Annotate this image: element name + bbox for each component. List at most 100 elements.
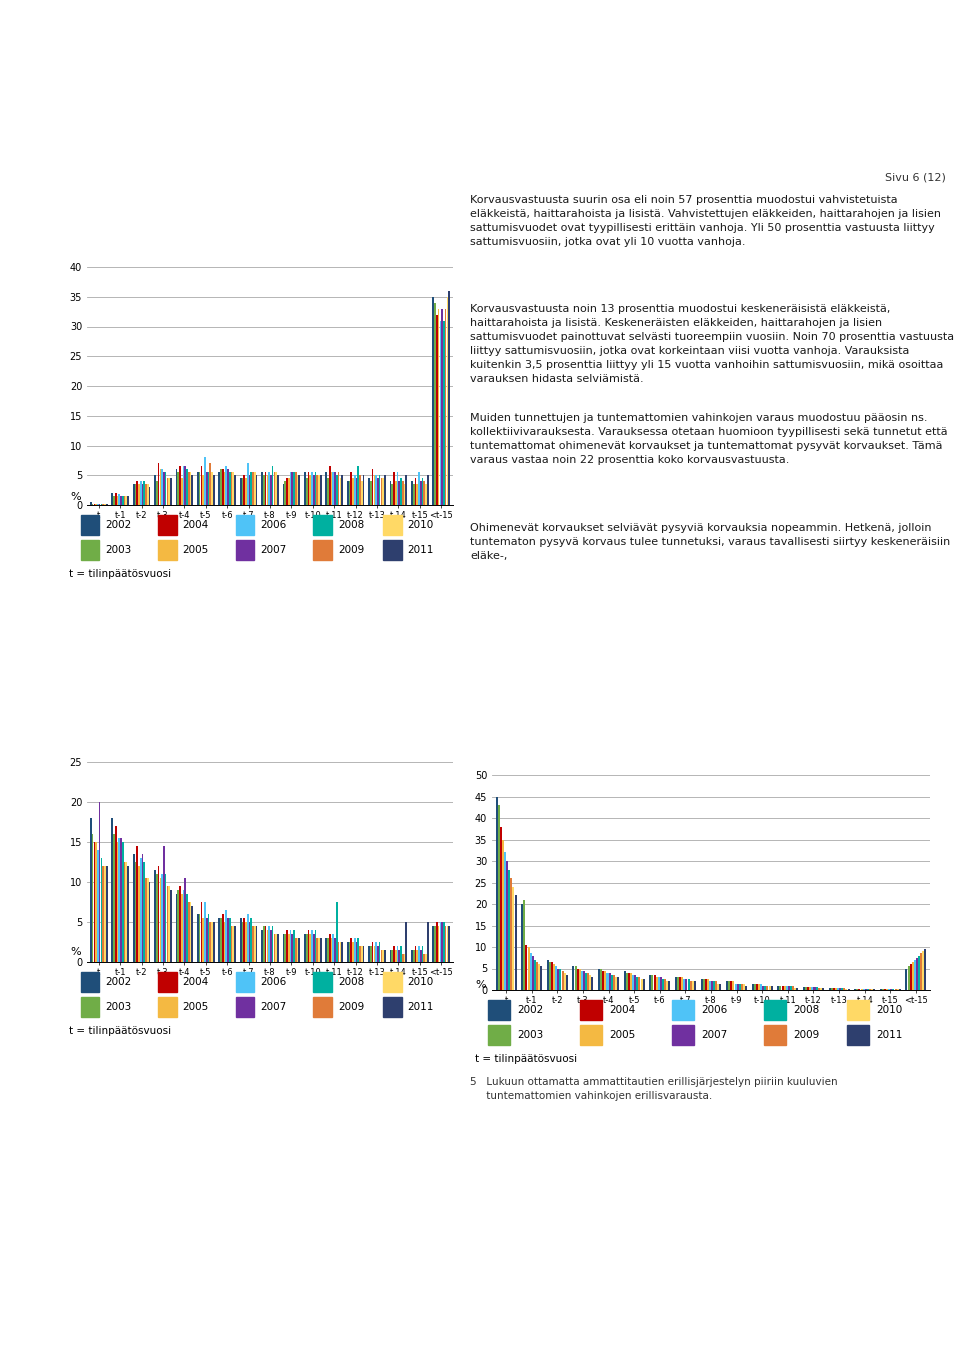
Text: 2010: 2010 bbox=[408, 521, 434, 530]
Bar bbox=[204, 457, 205, 504]
Bar bbox=[340, 941, 341, 962]
Text: kannattavuudesta 2002–2011, tilastot: kannattavuudesta 2002–2011, tilastot bbox=[24, 86, 621, 114]
Bar bbox=[132, 854, 134, 962]
Bar bbox=[263, 475, 265, 504]
Bar bbox=[163, 846, 165, 962]
Text: %: % bbox=[70, 492, 81, 502]
Bar bbox=[396, 472, 398, 504]
Bar bbox=[384, 950, 386, 962]
Bar bbox=[115, 826, 116, 962]
Text: 2007: 2007 bbox=[702, 1030, 728, 1040]
Text: 2005: 2005 bbox=[182, 545, 209, 555]
Bar bbox=[417, 484, 418, 504]
Bar bbox=[331, 937, 332, 962]
Bar bbox=[158, 541, 177, 561]
Bar bbox=[313, 997, 332, 1017]
Bar bbox=[251, 919, 252, 962]
Bar bbox=[390, 482, 392, 504]
Bar bbox=[325, 472, 327, 504]
Bar bbox=[268, 925, 270, 962]
Bar bbox=[682, 976, 684, 990]
Bar bbox=[558, 968, 560, 990]
Bar bbox=[355, 479, 357, 504]
Bar bbox=[229, 919, 230, 962]
Bar bbox=[163, 472, 165, 504]
Text: t = tilinpäätösvuosi: t = tilinpäätösvuosi bbox=[69, 1026, 171, 1036]
Bar bbox=[446, 297, 448, 504]
Bar bbox=[263, 925, 265, 962]
Bar bbox=[142, 484, 143, 504]
Bar bbox=[803, 987, 805, 990]
Bar bbox=[420, 950, 421, 962]
Bar bbox=[311, 472, 313, 504]
Bar bbox=[373, 475, 375, 504]
Bar bbox=[240, 919, 242, 962]
Bar bbox=[220, 469, 222, 504]
Bar bbox=[425, 954, 427, 962]
Text: FINANCIAL SUPERVISORY AUTHORITY: FINANCIAL SUPERVISORY AUTHORITY bbox=[21, 1333, 187, 1341]
Bar bbox=[234, 475, 236, 504]
Bar bbox=[588, 972, 589, 990]
Text: 2002: 2002 bbox=[105, 521, 132, 530]
Bar bbox=[555, 966, 557, 990]
Bar bbox=[383, 541, 402, 561]
Bar bbox=[191, 475, 193, 504]
Bar bbox=[781, 986, 783, 990]
Text: 2009: 2009 bbox=[338, 1002, 364, 1013]
Bar bbox=[317, 937, 318, 962]
Bar bbox=[540, 966, 542, 990]
Bar bbox=[581, 1025, 603, 1045]
Bar bbox=[286, 929, 288, 962]
Bar bbox=[252, 925, 253, 962]
Bar bbox=[579, 968, 581, 990]
Bar bbox=[837, 987, 839, 990]
Bar bbox=[361, 946, 363, 962]
Bar bbox=[134, 862, 136, 962]
Bar bbox=[442, 923, 443, 962]
Bar bbox=[626, 972, 628, 990]
Bar bbox=[907, 966, 909, 990]
Bar bbox=[654, 975, 656, 990]
Bar bbox=[687, 979, 689, 990]
Bar bbox=[352, 941, 354, 962]
Bar bbox=[372, 469, 373, 504]
Bar bbox=[377, 946, 379, 962]
Bar bbox=[572, 966, 574, 990]
Bar bbox=[247, 463, 249, 504]
Bar bbox=[205, 472, 207, 504]
Bar bbox=[318, 937, 320, 962]
Bar bbox=[230, 472, 232, 504]
Bar bbox=[423, 954, 425, 962]
Bar bbox=[128, 866, 129, 962]
Bar bbox=[186, 469, 188, 504]
Bar bbox=[679, 976, 682, 990]
Bar bbox=[642, 979, 644, 990]
Bar bbox=[427, 923, 428, 962]
Bar bbox=[267, 929, 268, 962]
Bar bbox=[448, 925, 450, 962]
Bar bbox=[370, 482, 372, 504]
Bar bbox=[379, 475, 380, 504]
Text: 2010: 2010 bbox=[408, 976, 434, 987]
Bar bbox=[553, 964, 555, 990]
Bar bbox=[311, 929, 313, 962]
Bar bbox=[161, 469, 163, 504]
Bar bbox=[355, 941, 357, 962]
Bar bbox=[270, 475, 272, 504]
Text: 2002: 2002 bbox=[517, 1005, 543, 1015]
Bar bbox=[547, 960, 549, 990]
Bar bbox=[433, 925, 434, 962]
Bar bbox=[398, 482, 400, 504]
Bar bbox=[818, 987, 820, 990]
Text: 2008: 2008 bbox=[793, 1005, 820, 1015]
Bar bbox=[331, 472, 332, 504]
Bar bbox=[161, 874, 163, 962]
Bar bbox=[213, 475, 214, 504]
Bar bbox=[81, 997, 99, 1017]
Bar bbox=[117, 842, 118, 962]
Bar bbox=[395, 950, 396, 962]
Bar bbox=[204, 902, 205, 962]
Text: 2002: 2002 bbox=[105, 976, 132, 987]
Bar bbox=[205, 919, 207, 962]
Bar bbox=[145, 484, 147, 504]
